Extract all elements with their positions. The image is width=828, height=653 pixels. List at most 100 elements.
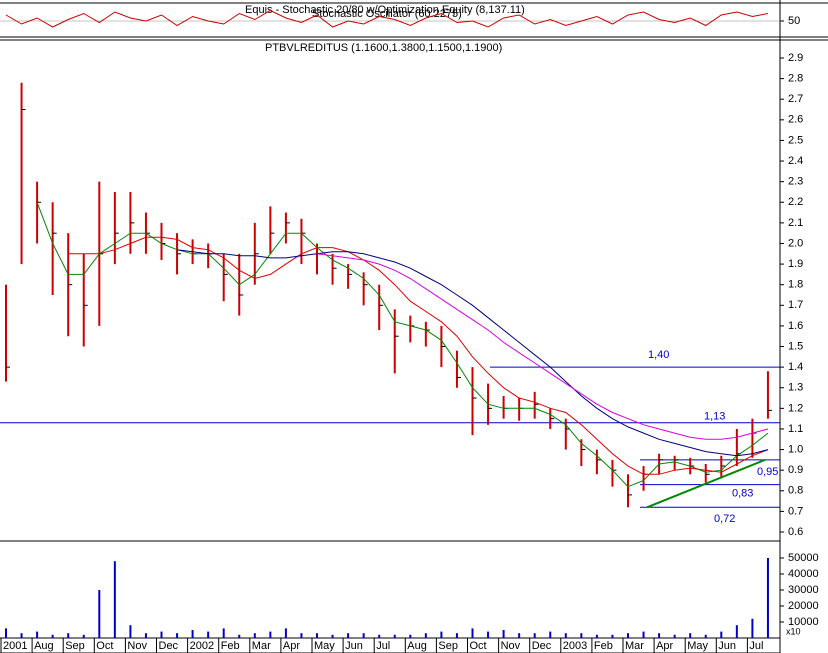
volume-bar	[176, 633, 179, 638]
y-tick-label: 1.8	[788, 279, 803, 291]
x-tick-label: Aug	[407, 640, 427, 652]
y-tick-label: 2.8	[788, 73, 803, 85]
y-tick-label: 1.5	[788, 340, 803, 352]
volume-bar	[20, 633, 23, 638]
y-tick-label: 2.9	[788, 52, 803, 64]
x-tick-label: Jul	[376, 640, 390, 652]
volume-bar	[284, 628, 287, 638]
y-tick-label: 1.3	[788, 382, 803, 394]
x-tick-label: Jun	[718, 640, 736, 652]
y-tick-label: 10000	[788, 616, 819, 628]
volume-bar	[51, 634, 54, 638]
volume-bar	[362, 633, 365, 638]
x-tick-label: May	[687, 640, 708, 652]
x-tick-label: Oct	[96, 640, 113, 652]
y-tick-label: 2.7	[788, 93, 803, 105]
volume-bar	[627, 633, 629, 638]
x-tick-label: Aug	[34, 640, 54, 652]
volume-bar	[735, 625, 738, 638]
volume-unit: x10	[786, 626, 801, 636]
x-tick-label: Nov	[501, 640, 521, 652]
x-tick-label: Apr	[283, 640, 300, 652]
y-tick-label: 2.3	[788, 176, 803, 188]
volume-bar	[409, 634, 412, 638]
price-title: PTBVLREDITUS (1.1600,1.3800,1.1500,1.190…	[265, 42, 502, 54]
volume-bar	[347, 633, 350, 638]
x-tick-label: Dec	[159, 640, 179, 652]
volume-bar	[502, 630, 505, 638]
volume-bar	[440, 631, 443, 638]
volume-bar	[191, 630, 194, 638]
x-tick-label: Feb	[594, 640, 613, 652]
x-tick-label: May	[314, 640, 335, 652]
volume-bar	[316, 633, 318, 638]
x-tick-label: Mar	[252, 640, 271, 652]
volume-bar	[160, 631, 163, 638]
volume-bar	[424, 633, 427, 638]
y-tick-label: 0.7	[788, 505, 803, 517]
volume-bar	[720, 631, 723, 638]
y-tick-label: 2.6	[788, 114, 803, 126]
y-tick-label: 50000	[788, 552, 819, 564]
x-tick-label: Oct	[470, 640, 487, 652]
y-tick-label: 1.4	[788, 361, 803, 373]
volume-bar	[5, 628, 7, 638]
volume-bar	[487, 631, 490, 638]
volume-bar	[611, 634, 614, 638]
y-tick-label: 1.2	[788, 402, 803, 414]
stoch-title: Equis - Stochastic 20/80 w/Optimization …	[245, 4, 525, 16]
stoch-subtitle: Stochastic Oscillator (60.2275)	[312, 8, 462, 20]
x-tick-label: Sep	[438, 640, 458, 652]
volume-bar	[36, 631, 39, 638]
x-tick-label: 2001	[3, 640, 27, 652]
volume-bar	[549, 631, 552, 638]
volume-bar	[642, 631, 645, 638]
volume-bar	[766, 558, 769, 638]
volume-bar	[393, 634, 396, 638]
y-tick-label: 1.6	[788, 320, 803, 332]
x-tick-label: Dec	[532, 640, 552, 652]
volume-bar	[673, 634, 676, 638]
volume-bar	[580, 633, 583, 638]
volume-bar	[144, 633, 147, 638]
volume-bar	[455, 633, 458, 638]
volume-bar	[518, 633, 521, 638]
y-tick-label: 1.7	[788, 299, 803, 311]
volume-bar	[207, 631, 210, 638]
moving-average	[177, 249, 769, 457]
volume-bar	[238, 634, 241, 638]
volume-bar	[253, 633, 256, 638]
volume-bar	[658, 633, 661, 638]
x-tick-label: Mar	[625, 640, 644, 652]
volume-bar	[751, 618, 754, 638]
y-tick-label: 0.9	[788, 464, 803, 476]
level-label: 0,83	[732, 488, 753, 500]
y-tick-label: 0.8	[788, 485, 803, 497]
volume-bar	[564, 633, 567, 638]
level-label: 1,13	[704, 411, 725, 423]
level-label: 1,40	[648, 349, 669, 361]
volume-bar	[704, 634, 707, 638]
level-label: 0,72	[714, 513, 735, 525]
y-tick-label: 1.0	[788, 443, 803, 455]
volume-bar	[269, 631, 272, 638]
x-tick-label: Jun	[345, 640, 363, 652]
x-tick-label: 2002	[190, 640, 214, 652]
stochastic-line	[5, 9, 769, 28]
y-tick-label: 1.1	[788, 423, 803, 435]
volume-bar	[129, 625, 132, 638]
x-tick-label: Feb	[221, 640, 240, 652]
x-tick-label: Apr	[656, 640, 673, 652]
y-tick-label: 0.6	[788, 526, 803, 538]
volume-bar	[595, 634, 598, 638]
volume-bar	[82, 634, 85, 638]
x-tick-label: 2003	[563, 640, 587, 652]
y-tick-label: 1.9	[788, 258, 803, 270]
volume-bar	[113, 561, 116, 638]
y-tick-label: 20000	[788, 600, 819, 612]
y-tick-label: 2.1	[788, 217, 803, 229]
moving-average	[36, 202, 769, 488]
volume-bar	[98, 590, 101, 638]
